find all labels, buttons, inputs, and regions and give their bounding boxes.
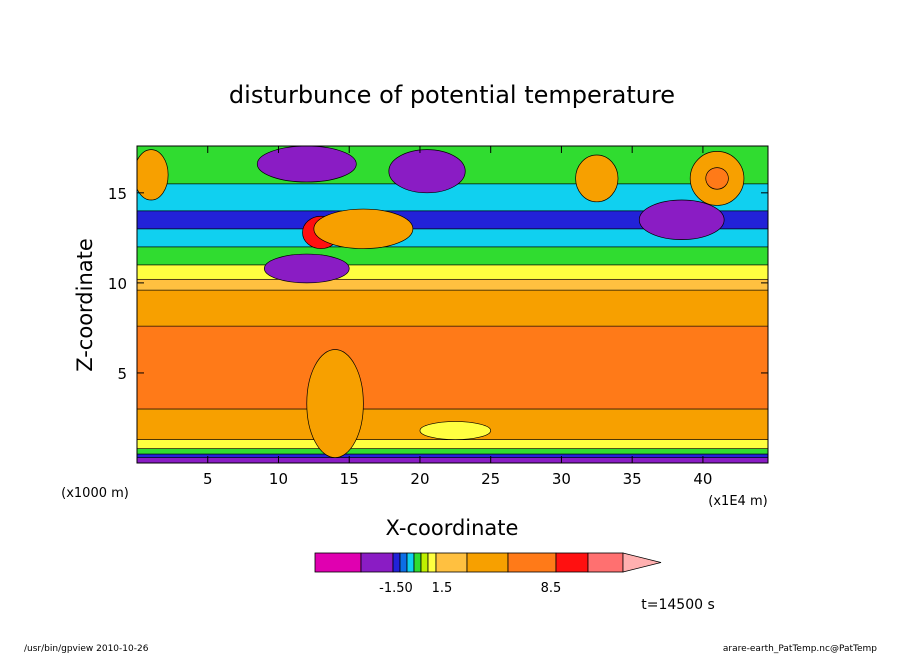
colorbar-cell	[427, 552, 437, 573]
time-label: t=14500 s	[641, 597, 715, 613]
x-tick-label: 10	[269, 470, 288, 488]
plot-area	[137, 146, 768, 463]
contour-band	[137, 278, 768, 291]
chart-title: disturbunce of potential temperature	[229, 81, 675, 109]
colorbar-cell	[507, 552, 557, 573]
contour-feature	[638, 199, 725, 241]
colorbar-arrow	[622, 552, 662, 573]
colorbar-cell	[413, 552, 422, 573]
colorbar-cell	[392, 552, 401, 573]
x-tick-label: 20	[410, 470, 429, 488]
contour-features	[137, 146, 745, 458]
colorbar-cell	[360, 552, 394, 573]
contour-band	[137, 439, 768, 449]
colorbar-cell	[466, 552, 509, 573]
y-tick-label: 5	[117, 365, 127, 383]
contour-band	[137, 453, 768, 458]
contour-feature	[419, 421, 492, 440]
x-unit-right: (x1E4 m)	[708, 494, 767, 509]
footer-right: arare-earth_PatTemp.nc@PatTemp	[723, 644, 877, 654]
colorbar-label: 1.5	[432, 581, 453, 596]
contour-feature	[306, 349, 364, 458]
contour-feature	[256, 146, 357, 183]
contour-bands	[137, 146, 768, 463]
colorbar-cell	[420, 552, 429, 573]
contour-feature	[263, 253, 350, 284]
contour-band	[137, 264, 768, 280]
contour-feature	[388, 149, 466, 194]
y-axis: 5 10 15	[108, 185, 768, 383]
colorbar-cell	[587, 552, 624, 573]
y-tick-label: 15	[108, 185, 127, 203]
x-tick-label: 5	[203, 470, 213, 488]
colorbar-label: -1.50	[379, 581, 413, 596]
plot-frame	[136, 145, 769, 464]
x-tick-label: 40	[693, 470, 712, 488]
footer-left: /usr/bin/gpview 2010-10-26	[24, 644, 149, 654]
contour-band	[137, 325, 768, 410]
x-tick-label: 35	[623, 470, 642, 488]
colorbar-label: 8.5	[541, 581, 562, 596]
colorbar-cell	[555, 552, 589, 573]
colorbar-labels: -1.50 1.5 8.5	[379, 581, 561, 596]
x-unit-left: (x1000 m)	[61, 486, 129, 501]
x-tick-label: 25	[481, 470, 500, 488]
contour-band	[137, 246, 768, 266]
contour-feature	[705, 167, 729, 190]
contour-feature	[575, 154, 619, 203]
colorbar-cell	[314, 552, 362, 573]
colorbar-cell	[399, 552, 408, 573]
x-axis-label: X-coordinate	[386, 516, 519, 540]
contour-feature	[313, 208, 414, 250]
x-tick-label: 30	[552, 470, 571, 488]
colorbar	[314, 552, 662, 573]
y-tick-label: 10	[108, 275, 127, 293]
colorbar-cell	[406, 552, 415, 573]
contour-feature	[137, 149, 169, 201]
x-tick-label: 15	[340, 470, 359, 488]
contour-band	[137, 448, 768, 455]
y-axis-label: Z-coordinate	[73, 238, 97, 372]
x-axis: 5 10 15 20 25 30 35 40	[203, 146, 712, 488]
colorbar-cell	[435, 552, 468, 573]
contour-band	[137, 457, 768, 463]
contour-band	[137, 289, 768, 327]
